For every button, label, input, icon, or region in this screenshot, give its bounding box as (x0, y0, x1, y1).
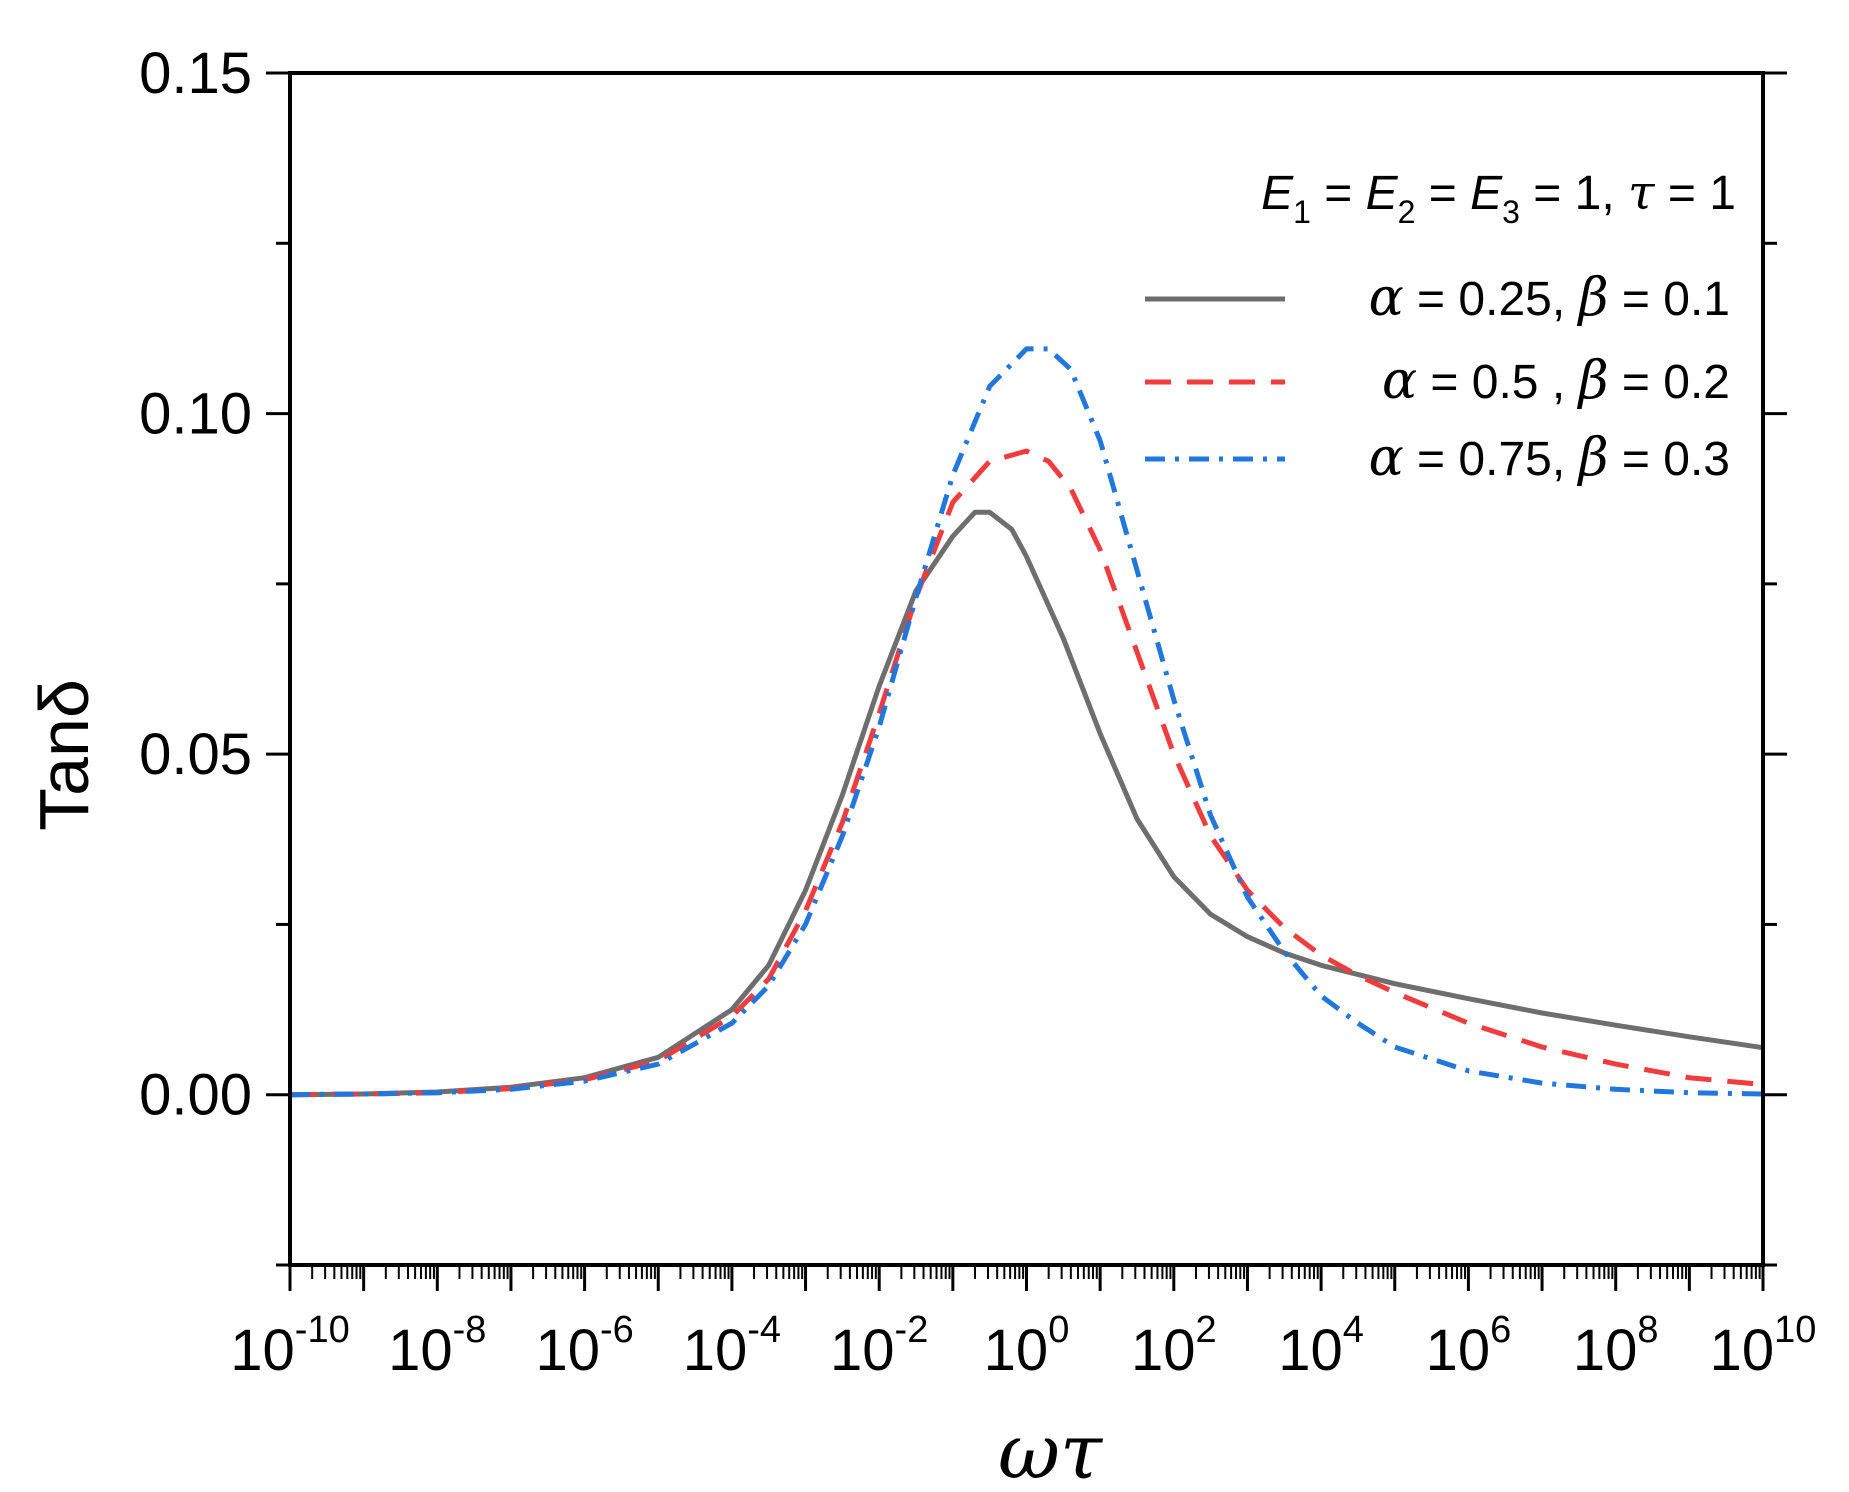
axis-ticks (266, 71, 1787, 1291)
x-tick-label: 1010 (1710, 1309, 1817, 1383)
x-tick-label: 108 (1573, 1309, 1659, 1383)
x-tick-label: 10-2 (830, 1309, 928, 1383)
y-axis-title: Tanδ (25, 679, 103, 831)
legend-label-1: α = 0.25, β = 0.1 (1369, 268, 1730, 328)
y-tick-label: 0.15 (139, 41, 252, 106)
x-tick-label: 106 (1426, 1309, 1512, 1383)
x-tick-label: 100 (984, 1309, 1070, 1383)
y-tick-label: 0.00 (139, 1063, 252, 1128)
legend-label-3: α = 0.75, β = 0.3 (1369, 428, 1730, 488)
legend: α = 0.25, β = 0.1 α = 0.5 , β = 0.2 α = 0.… (1145, 268, 1730, 488)
x-tick-label: 10-10 (230, 1309, 349, 1383)
series-line-2 (289, 448, 1764, 1098)
legend-label-2: α = 0.5 , β = 0.2 (1382, 351, 1730, 411)
x-tick-labels: 10-10 10-8 10-6 10-4 10-2 100 102 104 106 108 1010 (230, 1309, 1816, 1383)
x-tick-label: 104 (1278, 1309, 1364, 1383)
y-tick-labels: 0.00 0.05 0.10 0.15 (139, 41, 252, 1128)
x-tick-label: 10-6 (535, 1309, 633, 1383)
series-layer (289, 346, 1764, 1098)
x-tick-label: 10-8 (388, 1309, 486, 1383)
parameter-annotation: E1 = E2 = E3 = 1, τ = 1 (1261, 165, 1736, 230)
x-tick-label: 102 (1131, 1309, 1217, 1383)
x-axis-title: ωτ (998, 1407, 1104, 1492)
y-tick-label: 0.10 (139, 382, 252, 447)
x-tick-label: 10-4 (683, 1309, 781, 1383)
series-line-3 (289, 346, 1764, 1098)
plot-frame (288, 71, 1765, 1267)
y-tick-label: 0.05 (139, 722, 252, 787)
series-line-1 (289, 509, 1764, 1098)
